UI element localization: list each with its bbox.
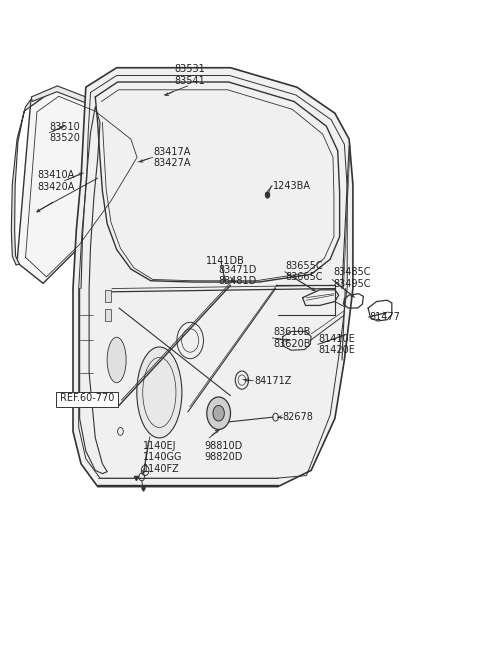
- Text: 82678: 82678: [283, 412, 313, 422]
- Text: 83531
83541: 83531 83541: [175, 64, 205, 86]
- Text: 83485C
83495C: 83485C 83495C: [333, 267, 371, 289]
- Text: 83655C
83665C: 83655C 83665C: [286, 261, 323, 282]
- Ellipse shape: [137, 347, 182, 438]
- Text: 1243BA: 1243BA: [273, 181, 311, 191]
- Polygon shape: [137, 148, 157, 189]
- Polygon shape: [96, 102, 150, 166]
- Polygon shape: [105, 290, 111, 301]
- Text: 81477: 81477: [369, 312, 400, 322]
- FancyBboxPatch shape: [56, 392, 118, 407]
- Text: 83510
83520: 83510 83520: [49, 122, 80, 143]
- Circle shape: [265, 192, 270, 198]
- Circle shape: [207, 397, 230, 430]
- Text: 81410E
81420E: 81410E 81420E: [319, 333, 356, 355]
- Polygon shape: [12, 99, 31, 265]
- Polygon shape: [31, 86, 145, 152]
- Polygon shape: [105, 309, 111, 321]
- Polygon shape: [17, 87, 143, 284]
- Text: 98810D
98820D: 98810D 98820D: [204, 441, 243, 462]
- Polygon shape: [73, 67, 353, 487]
- Circle shape: [213, 405, 224, 421]
- Ellipse shape: [107, 337, 126, 383]
- Text: 83417A
83427A: 83417A 83427A: [154, 147, 191, 168]
- Text: REF.60-770: REF.60-770: [60, 393, 114, 403]
- Text: 1141DB: 1141DB: [206, 256, 245, 266]
- Text: 83610B
83620B: 83610B 83620B: [273, 327, 311, 348]
- Text: 84171Z: 84171Z: [254, 376, 292, 386]
- Text: 83471D
83481D: 83471D 83481D: [219, 265, 257, 286]
- Text: 1140EJ
1140GG
1140FZ: 1140EJ 1140GG 1140FZ: [143, 441, 182, 474]
- Text: REF.60-770: REF.60-770: [59, 395, 113, 405]
- Text: 83410A
83420A: 83410A 83420A: [37, 170, 74, 191]
